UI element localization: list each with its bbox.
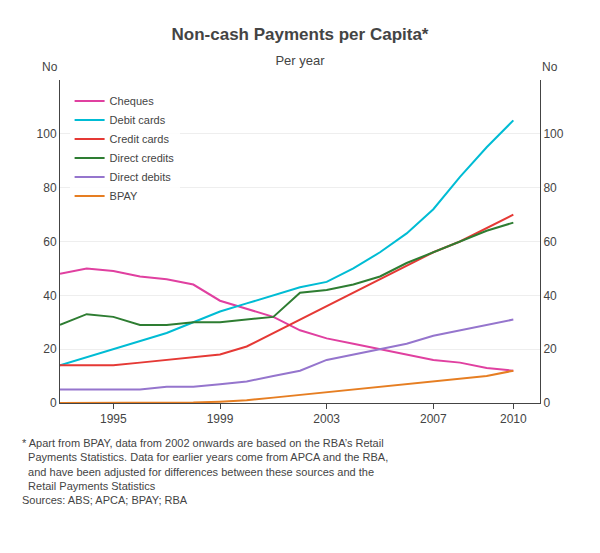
svg-text:1995: 1995 (100, 412, 127, 426)
svg-text:100: 100 (543, 127, 563, 141)
svg-text:2007: 2007 (420, 412, 447, 426)
svg-text:100: 100 (37, 127, 57, 141)
svg-text:Cheques: Cheques (110, 95, 155, 107)
svg-text:20: 20 (543, 342, 557, 356)
svg-text:* Apart from BPAY, data from 2: * Apart from BPAY, data from 2002 onward… (22, 437, 388, 506)
svg-text:No: No (542, 60, 558, 74)
svg-text:0: 0 (50, 396, 57, 410)
svg-text:80: 80 (43, 181, 57, 195)
svg-text:2003: 2003 (313, 412, 340, 426)
svg-text:0: 0 (543, 396, 550, 410)
svg-text:80: 80 (543, 181, 557, 195)
svg-text:60: 60 (43, 235, 57, 249)
svg-text:20: 20 (43, 342, 57, 356)
svg-text:BPAY: BPAY (110, 190, 138, 202)
svg-text:40: 40 (543, 289, 557, 303)
svg-text:Direct credits: Direct credits (110, 152, 175, 164)
svg-text:Debit cards: Debit cards (110, 114, 166, 126)
svg-text:Per year: Per year (275, 53, 325, 68)
svg-text:1999: 1999 (207, 412, 234, 426)
svg-text:Credit cards: Credit cards (110, 133, 170, 145)
svg-text:60: 60 (543, 235, 557, 249)
svg-text:2010: 2010 (500, 412, 527, 426)
svg-text:Non-cash Payments per Capita*: Non-cash Payments per Capita* (172, 25, 429, 44)
svg-text:No: No (42, 60, 58, 74)
svg-text:40: 40 (43, 289, 57, 303)
svg-text:Direct debits: Direct debits (110, 171, 172, 183)
